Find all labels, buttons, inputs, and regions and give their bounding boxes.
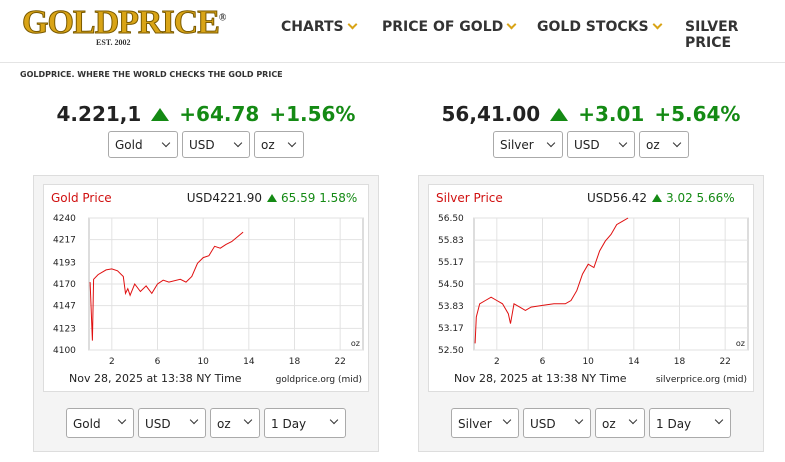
dropdown[interactable]: Gold: [108, 131, 178, 158]
y-tick-label: 4193: [53, 258, 76, 268]
chart-change: 3.02 5.66%: [666, 191, 735, 205]
y-tick-label: 4123: [53, 324, 76, 334]
up-arrow: [550, 107, 569, 121]
logo-mark: ®: [218, 12, 227, 24]
controls: Gold USD oz 1 Day: [34, 408, 378, 438]
percent: +5.64%: [654, 102, 741, 126]
x-tick-label: 14: [628, 357, 640, 367]
y-tick-label: 4240: [53, 214, 76, 224]
x-tick-label: 22: [334, 357, 345, 367]
y-tick-label: 54.50: [438, 280, 464, 290]
selects: Gold USD oz: [33, 131, 379, 158]
price: 56,41.00: [441, 102, 541, 126]
logo-text: GOLDPRICE: [22, 4, 221, 42]
nav-item[interactable]: PRICE OF GOLD: [382, 19, 515, 35]
dropdown[interactable]: Silver: [493, 131, 563, 158]
y-tick-label: 55.17: [438, 258, 464, 268]
dropdown[interactable]: oz: [210, 408, 260, 438]
dropdown[interactable]: oz: [254, 131, 304, 158]
chart-source: silverprice.org (mid): [656, 375, 747, 385]
chart-panel: Silver Price USD56.42 3.02 5.66% 52.50 53.17…: [418, 175, 764, 452]
chart-footer: Nov 28, 2025 at 13:38 NY Time: [454, 372, 627, 385]
chart: Gold Price USD4221.90 65.59 1.58% 4100 4123 4…: [51, 191, 364, 385]
change: 3.02: [666, 191, 693, 205]
dropdown[interactable]: oz: [595, 408, 645, 438]
y-tick-label: 55.83: [438, 236, 464, 246]
price-line: [474, 217, 629, 344]
y-tick-label: 53.17: [438, 324, 464, 334]
change: 65.59: [281, 191, 315, 205]
percent: 1.58%: [319, 191, 357, 205]
controls: Silver USD oz 1 Day: [419, 408, 763, 438]
chart-price: USD56.42: [587, 191, 647, 205]
x-tick-label: 6: [155, 357, 161, 367]
unit-label: oz: [736, 339, 745, 348]
y-tick-label: 56.50: [438, 214, 464, 224]
y-tick-label: 4147: [53, 302, 76, 312]
up-arrow: [652, 194, 662, 202]
x-tick-label: 2: [109, 357, 115, 367]
y-tick-label: 4170: [53, 280, 76, 290]
x-tick-label: 10: [582, 357, 594, 367]
x-tick-label: 6: [540, 357, 546, 367]
selects: Silver USD oz: [418, 131, 764, 158]
chart-title: Gold Price: [51, 191, 112, 205]
percent: +1.56%: [269, 102, 356, 126]
ticker: 56,41.00 +3.01 +5.64%: [418, 102, 764, 126]
nav-item[interactable]: CHARTS: [281, 19, 356, 35]
nav-item[interactable]: GOLD STOCKS: [537, 19, 661, 35]
logo[interactable]: GOLDPRICE®: [22, 4, 227, 42]
dropdown[interactable]: Silver: [451, 408, 519, 438]
dropdown[interactable]: USD: [567, 131, 635, 158]
chart-title: Silver Price: [436, 191, 503, 205]
divider: [0, 62, 785, 63]
ticker: 4.221,1 +64.78 +1.56%: [33, 102, 379, 126]
x-tick-label: 14: [243, 357, 255, 367]
y-tick-label: 4217: [53, 236, 76, 246]
x-tick-label: 10: [197, 357, 209, 367]
logo-est: EST. 2002: [96, 38, 131, 47]
x-tick-label: 18: [289, 357, 301, 367]
up-arrow: [151, 107, 170, 121]
dropdown[interactable]: USD: [182, 131, 250, 158]
x-tick-label: 22: [719, 357, 730, 367]
tagline: GOLDPRICE. WHERE THE WORLD CHECKS THE GO…: [20, 70, 283, 79]
change: +64.78: [179, 102, 260, 126]
x-tick-label: 18: [674, 357, 686, 367]
up-arrow: [267, 194, 277, 202]
price-line: [89, 231, 244, 341]
dropdown[interactable]: 1 Day: [264, 408, 346, 438]
x-tick-label: 2: [494, 357, 500, 367]
dropdown[interactable]: USD: [523, 408, 591, 438]
percent: 5.66%: [697, 191, 735, 205]
price: 4.221,1: [56, 102, 142, 126]
dropdown[interactable]: Gold: [66, 408, 134, 438]
dropdown[interactable]: oz: [639, 131, 689, 158]
dropdown[interactable]: 1 Day: [649, 408, 731, 438]
chart-source: goldprice.org (mid): [276, 375, 362, 385]
change: +3.01: [578, 102, 645, 126]
chart-change: 65.59 1.58%: [281, 191, 357, 205]
chart-panel: Gold Price USD4221.90 65.59 1.58% 4100 4123 4…: [33, 175, 379, 452]
y-tick-label: 4100: [53, 346, 76, 356]
chart-footer: Nov 28, 2025 at 13:38 NY Time: [69, 372, 242, 385]
nav-item[interactable]: SILVER PRICE: [685, 19, 739, 51]
chart-price: USD4221.90: [187, 191, 262, 205]
dropdown[interactable]: USD: [138, 408, 206, 438]
chart: Silver Price USD56.42 3.02 5.66% 52.50 53.17…: [436, 191, 749, 385]
chart-box: Gold Price USD4221.90 65.59 1.58% 4100 4123 4…: [43, 184, 369, 392]
y-tick-label: 53.83: [438, 302, 464, 312]
chart-box: Silver Price USD56.42 3.02 5.66% 52.50 53.17…: [428, 184, 754, 392]
y-tick-label: 52.50: [438, 346, 464, 356]
unit-label: oz: [351, 339, 360, 348]
